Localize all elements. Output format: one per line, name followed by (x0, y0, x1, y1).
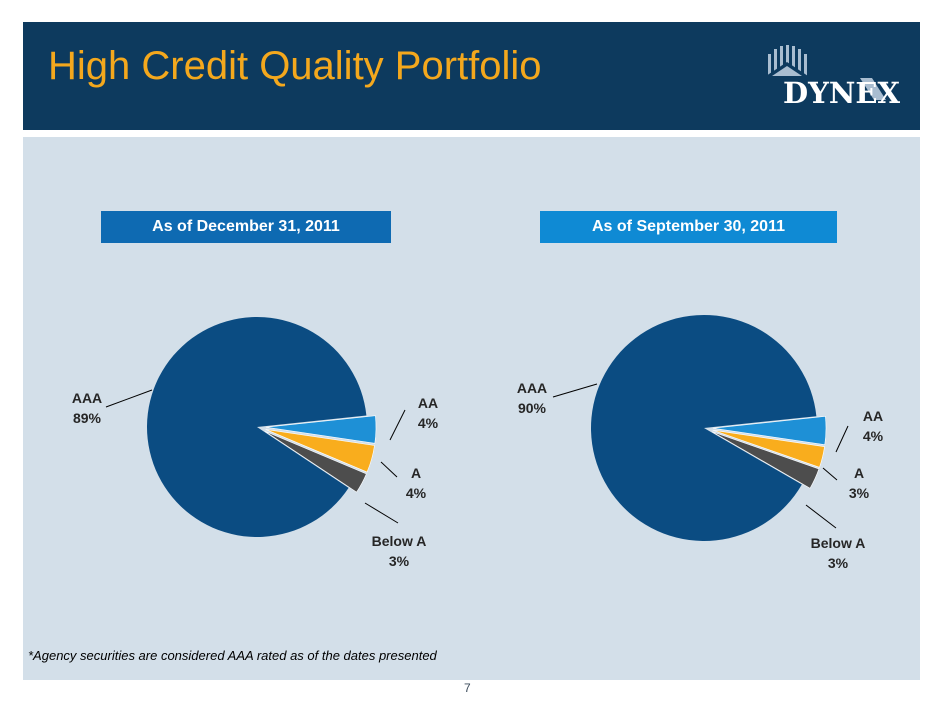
chart-2-label-a: A (854, 465, 864, 481)
chart-1-slice-a (265, 429, 375, 473)
chart-1-label-below-a: Below A (372, 533, 427, 549)
dynex-logo: DYNEX (760, 40, 900, 110)
chart-2-title: As of September 30, 2011 (540, 211, 837, 243)
chart-2-slice-aa (712, 416, 827, 446)
chart-2-leader-a (822, 467, 838, 481)
chart-1-label-a: A (411, 465, 421, 481)
chart-2-label-below-a: Below A (811, 535, 866, 551)
chart-1-leader-a (380, 461, 398, 478)
chart-1-slice-aa (265, 415, 377, 444)
chart-2-leader-below-a (805, 504, 837, 529)
chart-1-value-below-a: 3% (389, 553, 410, 569)
chart-1-title: As of December 31, 2011 (101, 211, 391, 243)
chart-1-value-aa: 4% (418, 415, 439, 431)
chart-1-slice-aaa (147, 317, 367, 537)
chart-2-label-aa: AA (863, 408, 883, 424)
chart-2-slice-a (712, 429, 825, 468)
chart-1-value-a: 4% (406, 485, 427, 501)
footnote: *Agency securities are considered AAA ra… (28, 648, 437, 663)
logo-text: DYNEX (783, 76, 900, 110)
chart-2-value-aaa: 90% (518, 400, 547, 416)
chart-2-slice-below-a (712, 431, 820, 489)
chart-2-leader-aa (835, 425, 849, 453)
dynex-logo-mark (766, 45, 886, 100)
chart-1-leader-aa (389, 409, 406, 441)
chart-1-slice-below-a (264, 430, 367, 493)
chart-1-leader-below-a (364, 502, 399, 524)
chart-1-leader-aaa (105, 389, 153, 408)
chart-2-value-a: 3% (849, 485, 870, 501)
chart-1-value-aaa: 89% (73, 410, 102, 426)
page-number: 7 (464, 681, 471, 695)
chart-2-value-aa: 4% (863, 428, 884, 444)
chart-1-label-aaa: AAA (72, 390, 102, 406)
chart-1-label-aa: AA (418, 395, 438, 411)
chart-2-slice-aaa (590, 315, 817, 541)
chart-2-value-below-a: 3% (828, 555, 849, 571)
chart-2-leader-aaa (552, 383, 598, 398)
chart-2-label-aaa: AAA (517, 380, 547, 396)
slide-title: High Credit Quality Portfolio (48, 44, 542, 88)
